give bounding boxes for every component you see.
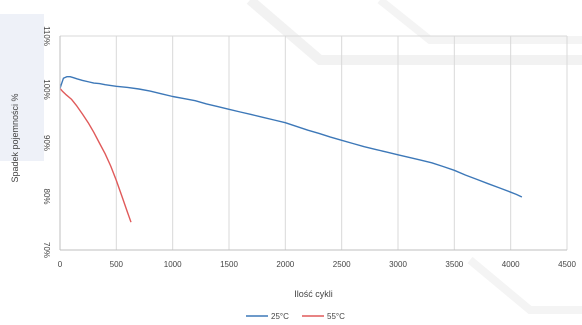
axes	[59, 36, 567, 251]
x-tick-label: 500	[110, 260, 124, 269]
data-series	[59, 76, 523, 223]
legend-label-55c: 55°C	[327, 312, 345, 321]
decor-line	[246, 0, 582, 65]
x-tick-label: 0	[58, 260, 63, 269]
y-tick-label: 80%	[42, 188, 51, 204]
series-line-55c	[59, 87, 132, 223]
decor-line	[467, 256, 582, 314]
x-tick-label: 2500	[333, 260, 351, 269]
y-axis-title: Spadek pojemności %	[10, 93, 20, 182]
y-tick-label: 110%	[42, 26, 51, 46]
x-tick-labels: 0 500 1000 1500 2000 2500 3000 3500 4000 4500	[58, 260, 577, 269]
x-tick-label: 4000	[502, 260, 520, 269]
x-tick-label: 1000	[164, 260, 182, 269]
side-panel-shape	[0, 14, 44, 161]
grid-lines	[60, 35, 568, 250]
x-tick-label: 4500	[558, 260, 576, 269]
decor-line	[377, 0, 582, 44]
x-tick-label: 1500	[220, 260, 238, 269]
x-tick-label: 3000	[389, 260, 407, 269]
y-tick-label: 100%	[42, 79, 51, 99]
x-axis-title: Ilość cykli	[294, 289, 333, 299]
x-tick-label: 3500	[445, 260, 463, 269]
series-line-25c	[59, 76, 523, 198]
legend: 25°C 55°C	[246, 312, 345, 321]
y-tick-label: 90%	[42, 135, 51, 151]
y-tick-label: 70%	[42, 242, 51, 258]
y-tick-labels: 70% 80% 90% 100% 110%	[42, 26, 51, 258]
x-tick-label: 2000	[276, 260, 294, 269]
legend-label-25c: 25°C	[271, 312, 289, 321]
